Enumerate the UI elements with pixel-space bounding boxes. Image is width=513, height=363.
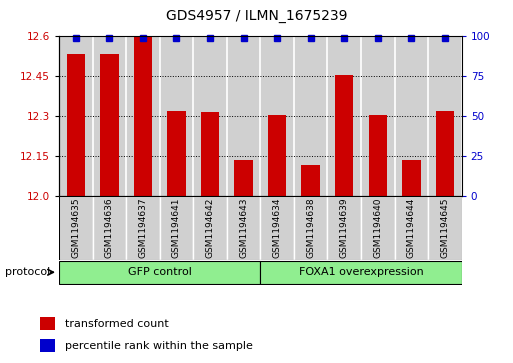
Bar xyxy=(193,36,227,196)
Text: GDS4957 / ILMN_1675239: GDS4957 / ILMN_1675239 xyxy=(166,9,347,23)
Bar xyxy=(227,36,260,196)
Text: GSM1194645: GSM1194645 xyxy=(441,197,449,258)
Bar xyxy=(260,261,462,284)
Bar xyxy=(92,36,126,196)
Text: GSM1194635: GSM1194635 xyxy=(71,197,80,258)
Bar xyxy=(92,196,126,260)
Text: GSM1194644: GSM1194644 xyxy=(407,197,416,258)
Bar xyxy=(126,36,160,196)
Bar xyxy=(167,111,186,196)
Bar xyxy=(260,196,294,260)
Bar xyxy=(428,196,462,260)
Bar xyxy=(260,36,294,196)
Text: GSM1194640: GSM1194640 xyxy=(373,197,382,258)
Bar xyxy=(160,196,193,260)
Bar xyxy=(59,196,92,260)
Bar xyxy=(294,196,327,260)
Bar xyxy=(134,36,152,196)
Text: GSM1194643: GSM1194643 xyxy=(239,197,248,258)
Text: transformed count: transformed count xyxy=(65,318,169,329)
Text: protocol: protocol xyxy=(5,267,50,277)
Bar xyxy=(361,36,394,196)
Bar xyxy=(368,115,387,196)
Text: GSM1194639: GSM1194639 xyxy=(340,197,349,258)
Text: GSM1194637: GSM1194637 xyxy=(139,197,147,258)
Bar xyxy=(294,36,327,196)
Text: GSM1194634: GSM1194634 xyxy=(272,197,282,258)
Bar xyxy=(160,36,193,196)
Text: GFP control: GFP control xyxy=(128,267,192,277)
Bar xyxy=(302,166,320,196)
Bar xyxy=(268,115,286,196)
Bar xyxy=(428,36,462,196)
Bar xyxy=(67,54,85,196)
Bar xyxy=(327,196,361,260)
Bar xyxy=(327,36,361,196)
Bar xyxy=(402,160,421,196)
Bar xyxy=(126,196,160,260)
Bar xyxy=(100,54,119,196)
Bar xyxy=(59,36,92,196)
Text: GSM1194638: GSM1194638 xyxy=(306,197,315,258)
Bar xyxy=(227,196,260,260)
Text: GSM1194636: GSM1194636 xyxy=(105,197,114,258)
Bar xyxy=(59,261,260,284)
Bar xyxy=(40,339,54,352)
Bar xyxy=(234,160,253,196)
Text: GSM1194641: GSM1194641 xyxy=(172,197,181,258)
Bar xyxy=(361,196,394,260)
Bar xyxy=(193,196,227,260)
Bar xyxy=(40,317,54,330)
Bar xyxy=(201,112,219,196)
Bar xyxy=(436,111,454,196)
Text: FOXA1 overexpression: FOXA1 overexpression xyxy=(299,267,423,277)
Bar xyxy=(394,196,428,260)
Bar xyxy=(335,75,353,196)
Text: percentile rank within the sample: percentile rank within the sample xyxy=(65,341,253,351)
Text: GSM1194642: GSM1194642 xyxy=(206,197,214,258)
Bar xyxy=(394,36,428,196)
